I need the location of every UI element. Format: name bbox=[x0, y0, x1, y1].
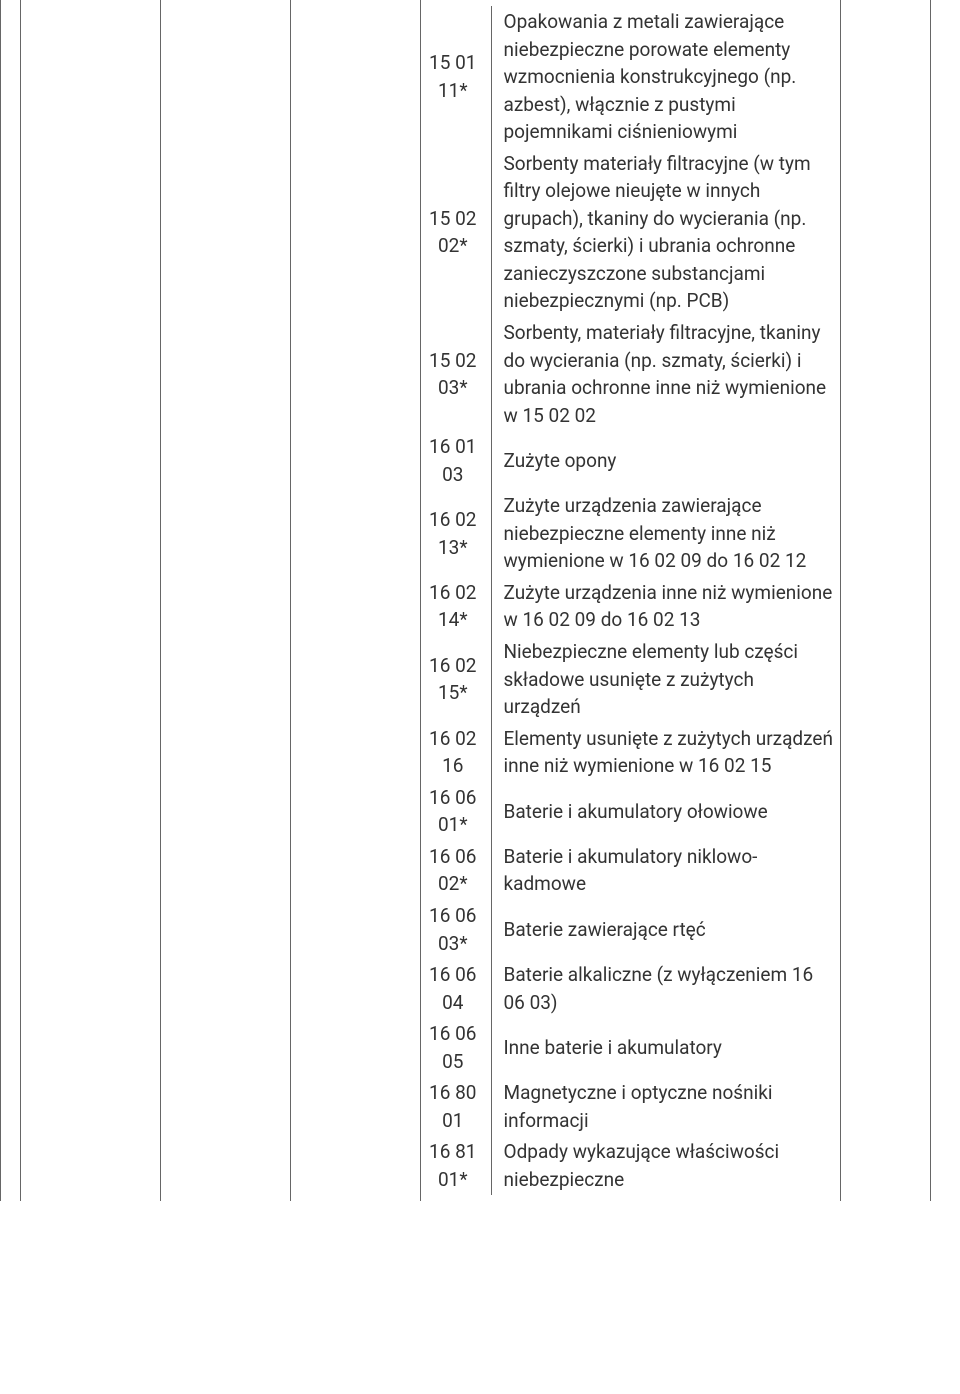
waste-description: Niebezpieczne elementy lub części składo… bbox=[491, 636, 840, 723]
table-row: 16 06 02*Baterie i akumulatory niklowo-k… bbox=[421, 841, 840, 900]
outer-col-6 bbox=[841, 0, 931, 1201]
waste-description: Sorbenty materiały filtracyjne (w tym fi… bbox=[491, 148, 840, 317]
waste-code: 16 06 05 bbox=[421, 1018, 491, 1077]
inner-table: 15 01 11*Opakowania z metali zawierające… bbox=[421, 6, 840, 1195]
table-row: 16 81 01*Odpady wykazujące właściwości n… bbox=[421, 1136, 840, 1195]
waste-code: 16 80 01 bbox=[421, 1077, 491, 1136]
waste-description: Opakowania z metali zawierające niebezpi… bbox=[491, 6, 840, 148]
waste-description: Zużyte urządzenia zawierające niebezpiec… bbox=[491, 490, 840, 577]
outer-col-5: 15 01 11*Opakowania z metali zawierające… bbox=[421, 0, 841, 1201]
waste-code: 15 01 11* bbox=[421, 6, 491, 148]
waste-description: Baterie i akumulatory ołowiowe bbox=[491, 782, 840, 841]
outer-table: 15 01 11*Opakowania z metali zawierające… bbox=[0, 0, 960, 1201]
table-row: 16 02 13*Zużyte urządzenia zawierające n… bbox=[421, 490, 840, 577]
waste-description: Sorbenty, materiały filtracyjne, tkaniny… bbox=[491, 317, 840, 431]
outer-row: 15 01 11*Opakowania z metali zawierające… bbox=[1, 0, 960, 1201]
waste-description: Zużyte urządzenia inne niż wymienione w … bbox=[491, 577, 840, 636]
waste-code: 16 06 02* bbox=[421, 841, 491, 900]
waste-description: Baterie alkaliczne (z wyłączeniem 16 06 … bbox=[491, 959, 840, 1018]
waste-description: Inne baterie i akumulatory bbox=[491, 1018, 840, 1077]
waste-code: 16 01 03 bbox=[421, 431, 491, 490]
table-row: 16 02 15*Niebezpieczne elementy lub częś… bbox=[421, 636, 840, 723]
waste-code: 15 02 02* bbox=[421, 148, 491, 317]
table-row: 16 06 04Baterie alkaliczne (z wyłączenie… bbox=[421, 959, 840, 1018]
outer-col-7 bbox=[931, 0, 960, 1201]
table-row: 16 02 14*Zużyte urządzenia inne niż wymi… bbox=[421, 577, 840, 636]
table-row: 15 02 03*Sorbenty, materiały filtracyjne… bbox=[421, 317, 840, 431]
outer-col-1 bbox=[1, 0, 21, 1201]
waste-description: Zużyte opony bbox=[491, 431, 840, 490]
waste-description: Baterie i akumulatory niklowo-kadmowe bbox=[491, 841, 840, 900]
table-row: 16 06 03*Baterie zawierające rtęć bbox=[421, 900, 840, 959]
waste-code: 16 06 03* bbox=[421, 900, 491, 959]
waste-code: 16 02 14* bbox=[421, 577, 491, 636]
waste-description: Elementy usunięte z zużytych urządzeń in… bbox=[491, 723, 840, 782]
waste-description: Magnetyczne i optyczne nośniki informacj… bbox=[491, 1077, 840, 1136]
waste-description: Baterie zawierające rtęć bbox=[491, 900, 840, 959]
outer-col-2 bbox=[21, 0, 161, 1201]
waste-description: Odpady wykazujące właściwości niebezpiec… bbox=[491, 1136, 840, 1195]
waste-code: 16 02 13* bbox=[421, 490, 491, 577]
waste-code: 16 81 01* bbox=[421, 1136, 491, 1195]
waste-code: 15 02 03* bbox=[421, 317, 491, 431]
table-row: 15 02 02*Sorbenty materiały filtracyjne … bbox=[421, 148, 840, 317]
table-row: 16 06 01*Baterie i akumulatory ołowiowe bbox=[421, 782, 840, 841]
waste-code: 16 06 04 bbox=[421, 959, 491, 1018]
outer-col-3 bbox=[161, 0, 291, 1201]
waste-code: 16 02 15* bbox=[421, 636, 491, 723]
outer-col-4 bbox=[291, 0, 421, 1201]
table-row: 16 02 16Elementy usunięte z zużytych urz… bbox=[421, 723, 840, 782]
waste-code: 16 02 16 bbox=[421, 723, 491, 782]
waste-code: 16 06 01* bbox=[421, 782, 491, 841]
page: 15 01 11*Opakowania z metali zawierające… bbox=[0, 0, 960, 1394]
table-row: 15 01 11*Opakowania z metali zawierające… bbox=[421, 6, 840, 148]
table-row: 16 01 03Zużyte opony bbox=[421, 431, 840, 490]
table-row: 16 80 01Magnetyczne i optyczne nośniki i… bbox=[421, 1077, 840, 1136]
table-row: 16 06 05Inne baterie i akumulatory bbox=[421, 1018, 840, 1077]
